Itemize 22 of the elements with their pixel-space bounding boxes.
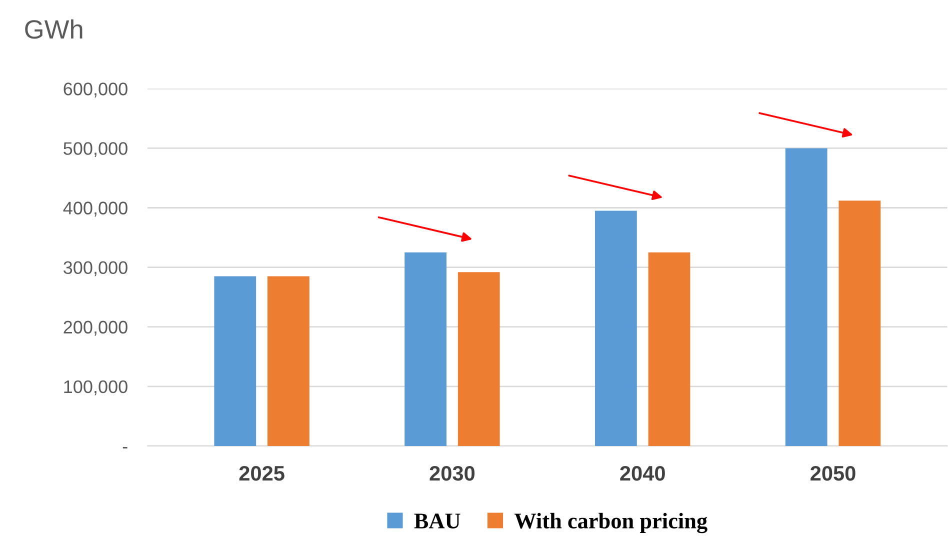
y-tick-label: 300,000: [64, 261, 128, 276]
bar: [648, 252, 690, 446]
bar: [458, 272, 500, 446]
bar: [404, 252, 446, 446]
x-tick-label: 2030: [430, 466, 475, 481]
x-tick-label: 2025: [239, 466, 284, 481]
y-tick-label: 100,000: [64, 380, 128, 396]
y-axis-title: GWh: [25, 19, 82, 39]
y-tick-label: 200,000: [64, 320, 128, 336]
y-tick-label: 400,000: [63, 202, 128, 217]
y-tick-label: 500,000: [64, 142, 128, 158]
bar: [595, 210, 637, 446]
x-tick-label: 2050: [810, 466, 856, 481]
bar: [268, 276, 310, 446]
y-tick-label: 600,000: [64, 82, 128, 98]
x-tick-label: 2040: [620, 466, 665, 481]
legend-label: With carbon pricing: [514, 512, 708, 534]
bar: [785, 148, 828, 446]
y-tick-label: -: [122, 447, 128, 448]
legend-label: BAU: [414, 514, 460, 528]
bar: [214, 276, 256, 446]
bar: [838, 200, 881, 446]
